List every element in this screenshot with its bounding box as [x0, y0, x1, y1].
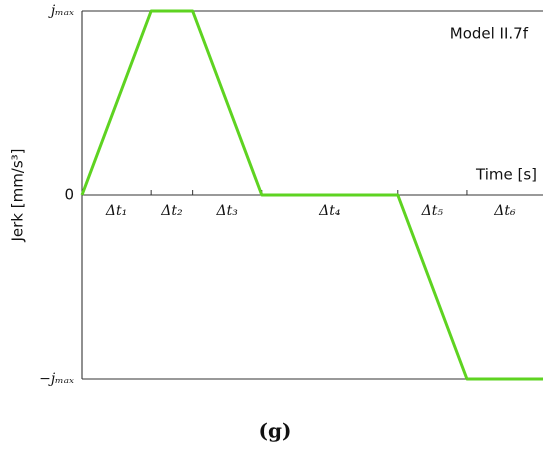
segment-label: Δt₅: [421, 203, 444, 219]
segment-label: Δt₄: [318, 203, 341, 219]
caption: (g): [259, 419, 292, 443]
y-tick-label: −jₘₐₓ: [39, 371, 74, 387]
segment-label: Δt₂: [160, 203, 183, 219]
x-axis-label: Time [s]: [475, 166, 537, 184]
segment-label: Δt₁: [105, 203, 127, 219]
y-tick-label: 0: [64, 186, 74, 204]
data-line: [80, 9, 543, 381]
segment-label: Δt₆: [493, 203, 516, 219]
segment-label: Δt₃: [216, 203, 239, 219]
annotation: Model II.7f: [450, 25, 529, 43]
y-tick-label: jₘₐₓ: [48, 3, 74, 19]
y-axis-label: Jerk [mm/s³]: [9, 148, 27, 242]
